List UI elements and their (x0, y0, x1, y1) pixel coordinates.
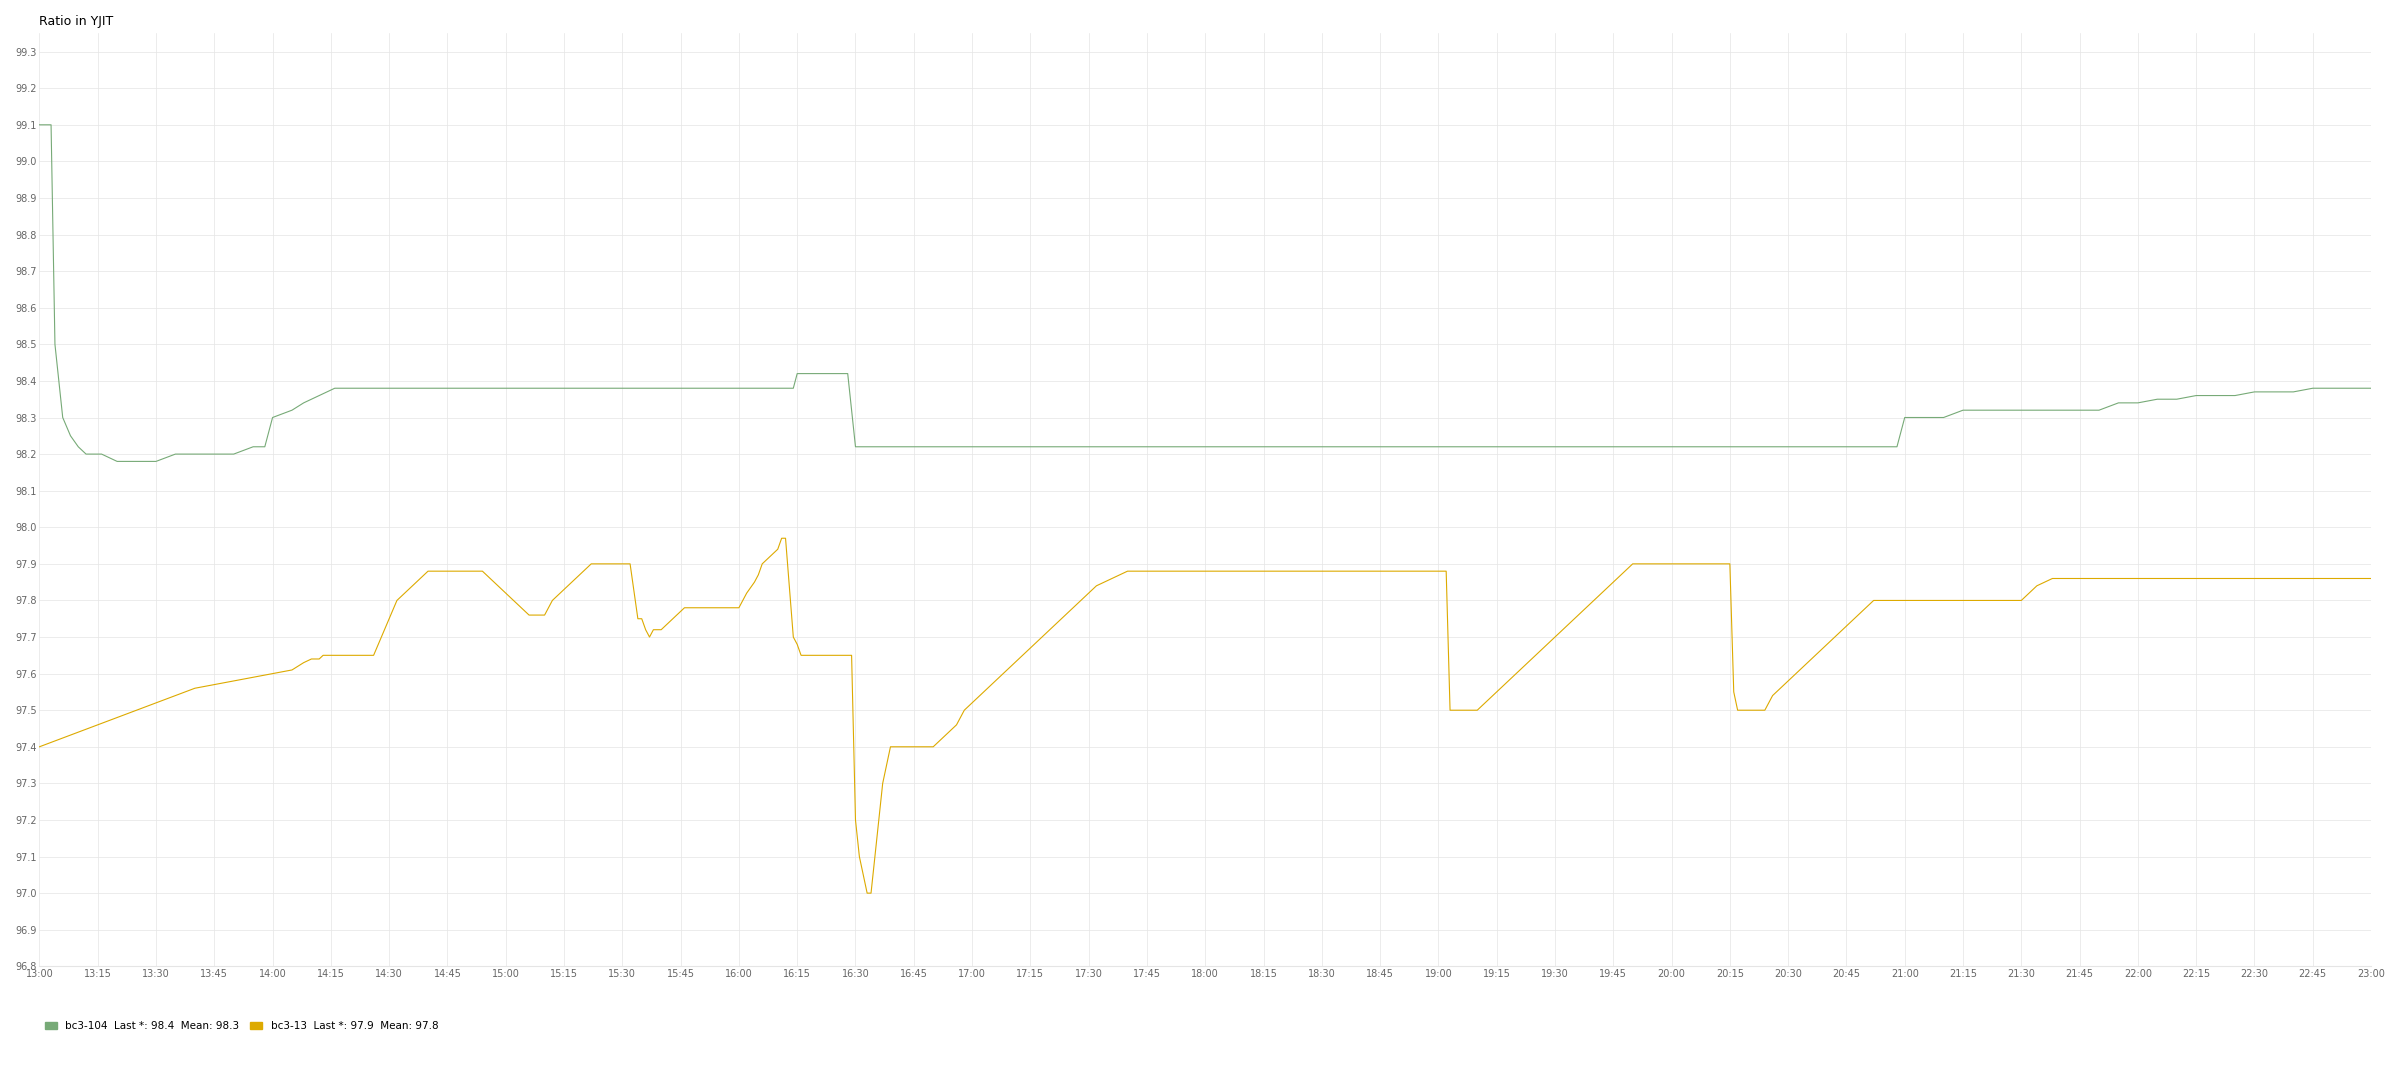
Line: bc3-104  Last *: 98.4  Mean: 98.3: bc3-104 Last *: 98.4 Mean: 98.3 (38, 125, 2371, 461)
bc3-104  Last *: 98.4  Mean: 98.3: (1.16e+03, 98.2): 98.4 Mean: 98.3: (1.16e+03, 98.2) (1483, 441, 1512, 454)
Text: Ratio in YJIT: Ratio in YJIT (38, 15, 113, 28)
Line: bc3-13  Last *: 97.9  Mean: 97.8: bc3-13 Last *: 97.9 Mean: 97.8 (38, 538, 2371, 893)
bc3-13  Last *: 97.9  Mean: 97.8: (780, 97.4): 97.9 Mean: 97.8: (780, 97.4) (24, 740, 53, 753)
bc3-13  Last *: 97.9  Mean: 97.8: (1.38e+03, 97.9): 97.9 Mean: 97.8: (1.38e+03, 97.9) (2357, 572, 2386, 585)
bc3-13  Last *: 97.9  Mean: 97.8: (1.36e+03, 97.9): 97.9 Mean: 97.8: (1.36e+03, 97.9) (2270, 572, 2299, 585)
bc3-104  Last *: 98.4  Mean: 98.3: (978, 98.4): 98.4 Mean: 98.3: (978, 98.4) (794, 367, 823, 380)
bc3-104  Last *: 98.4  Mean: 98.3: (1.18e+03, 98.2): 98.4 Mean: 98.3: (1.18e+03, 98.2) (1598, 441, 1627, 454)
bc3-13  Last *: 97.9  Mean: 97.8: (1.37e+03, 97.9): 97.9 Mean: 97.8: (1.37e+03, 97.9) (2302, 572, 2330, 585)
bc3-104  Last *: 98.4  Mean: 98.3: (780, 99.1): 98.4 Mean: 98.3: (780, 99.1) (24, 119, 53, 132)
bc3-13  Last *: 97.9  Mean: 97.8: (971, 98): 97.9 Mean: 97.8: (971, 98) (768, 532, 797, 545)
bc3-104  Last *: 98.4  Mean: 98.3: (1.38e+03, 98.4): 98.4 Mean: 98.3: (1.38e+03, 98.4) (2357, 382, 2386, 395)
bc3-104  Last *: 98.4  Mean: 98.3: (1e+03, 98.2): 98.4 Mean: 98.3: (1e+03, 98.2) (881, 441, 910, 454)
bc3-13  Last *: 97.9  Mean: 97.8: (1.31e+03, 97.9): 97.9 Mean: 97.8: (1.31e+03, 97.9) (2093, 572, 2122, 585)
bc3-13  Last *: 97.9  Mean: 97.8: (1.19e+03, 97.9): 97.9 Mean: 97.8: (1.19e+03, 97.9) (1618, 557, 1646, 570)
bc3-13  Last *: 97.9  Mean: 97.8: (993, 97): 97.9 Mean: 97.8: (993, 97) (852, 887, 881, 900)
Legend: bc3-104  Last *: 98.4  Mean: 98.3, bc3-13  Last *: 97.9  Mean: 97.8: bc3-104 Last *: 98.4 Mean: 98.3, bc3-13 … (46, 1021, 439, 1031)
bc3-13  Last *: 97.9  Mean: 97.8: (1.08e+03, 97.9): 97.9 Mean: 97.8: (1.08e+03, 97.9) (1198, 565, 1226, 578)
bc3-104  Last *: 98.4  Mean: 98.3: (940, 98.4): 98.4 Mean: 98.3: (940, 98.4) (646, 382, 674, 395)
bc3-104  Last *: 98.4  Mean: 98.3: (1.29e+03, 98.3): 98.4 Mean: 98.3: (1.29e+03, 98.3) (2006, 403, 2035, 416)
bc3-104  Last *: 98.4  Mean: 98.3: (800, 98.2): 98.4 Mean: 98.3: (800, 98.2) (103, 455, 132, 468)
bc3-13  Last *: 97.9  Mean: 97.8: (989, 97.7): 97.9 Mean: 97.8: (989, 97.7) (838, 648, 866, 661)
